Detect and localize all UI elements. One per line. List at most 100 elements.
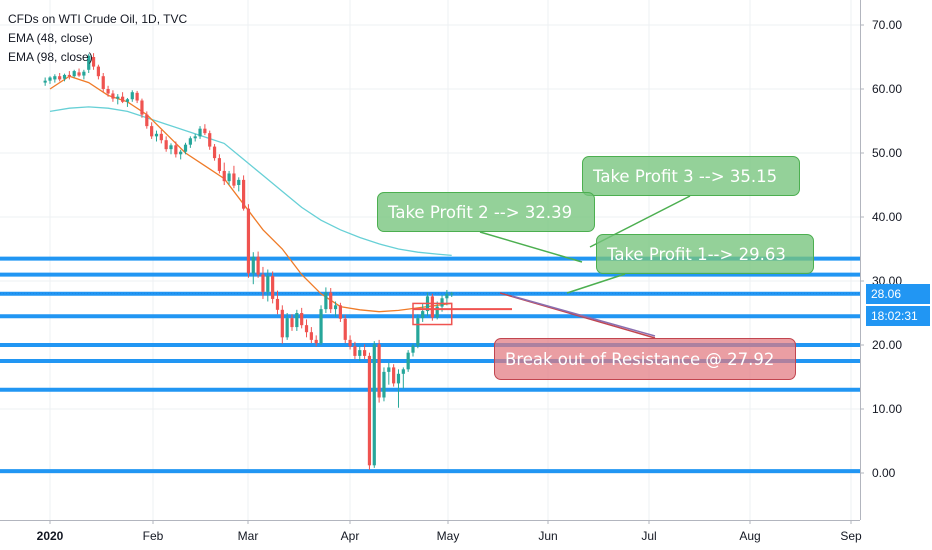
candle [193,133,197,142]
x-tick-label: Aug [739,529,760,543]
candle [130,90,134,102]
candle-body [285,318,289,338]
candle-body [58,76,62,80]
candle [91,53,96,70]
candle-body [43,80,47,83]
candle-body [101,76,105,89]
candle [96,64,100,80]
candle-body [198,128,202,137]
candle [169,143,173,155]
candle-body [121,96,125,102]
candle-body [48,77,52,81]
candle [125,97,130,107]
candle [198,126,202,139]
candle [188,136,192,148]
candle [246,204,251,278]
candle-body [159,133,163,141]
candle-body [275,298,280,310]
candle-body [319,309,323,344]
candle [392,364,396,387]
x-tick-label: 2020 [37,529,64,543]
candle [324,287,328,313]
candle [242,175,246,211]
candle [208,130,212,150]
candle [372,341,376,468]
candle-body [401,369,405,374]
candle-body [324,292,328,310]
candle-body [251,256,255,274]
candle [333,301,338,317]
candle [251,252,255,285]
candle [217,154,221,174]
candle [164,136,168,152]
candle-body [183,144,188,152]
candle [314,335,318,347]
candle [421,303,425,322]
candle [232,165,236,189]
candle-body [62,74,67,79]
candle-body [377,344,381,398]
candle-body [396,373,401,384]
candle-body [67,74,71,77]
candle [256,251,260,278]
candle-body [343,318,347,340]
candle-body [154,133,159,137]
price-axis-panel [860,0,932,550]
candle [67,71,71,80]
candle-body [290,318,294,328]
candle-body [309,332,313,340]
candle [285,313,289,340]
candle [116,94,120,105]
candle-body [87,55,91,70]
y-tick-label: 20.00 [872,338,902,352]
candle [401,367,405,389]
candle-body [150,126,154,137]
breakout-label[interactable]: Break out of Resistance @ 27.92 [494,338,796,380]
candle-body [106,89,110,94]
candle-body [382,371,386,398]
take-profit-3-label[interactable]: Take Profit 3 --> 35.15 [582,156,800,196]
candle-body [237,179,241,185]
candle-body [174,145,178,155]
candle [87,53,91,73]
x-tick-label: Jul [641,529,656,543]
breakout-box[interactable] [412,302,512,326]
take-profit-1-label[interactable]: Take Profit 1--> 29.63 [596,234,814,274]
candle [343,314,347,344]
chart-title: CFDs on WTI Crude Oil, 1D, TVC [8,12,188,26]
candle [406,350,410,372]
candle [416,314,420,349]
candle-body [91,57,96,67]
candle [290,314,294,331]
candle [43,77,47,86]
candle [382,367,386,402]
candle-body [314,339,318,344]
candle [179,149,183,160]
candle-body [256,256,260,275]
candle-body [358,350,362,356]
candle-body [300,313,304,326]
candle-body [435,306,439,318]
candle [72,69,76,78]
candle-body [406,352,410,370]
candle-body [329,292,333,310]
candle [101,73,105,93]
candle-body [130,92,134,100]
candle [212,144,217,161]
candle-body [392,367,396,384]
candle [77,68,81,77]
y-tick-label: 0.00 [872,466,896,480]
candle-body [246,208,251,274]
candle [58,73,62,82]
candle-body [295,313,299,328]
candle-body [217,158,221,171]
take-profit-2-label[interactable]: Take Profit 2 --> 32.39 [377,192,595,232]
candle-body [271,275,275,299]
candle [154,130,159,142]
candle-body [140,100,144,115]
x-tick-label: Feb [143,529,164,543]
last-price-badge: 28.06 [866,284,930,304]
candle [266,269,270,302]
